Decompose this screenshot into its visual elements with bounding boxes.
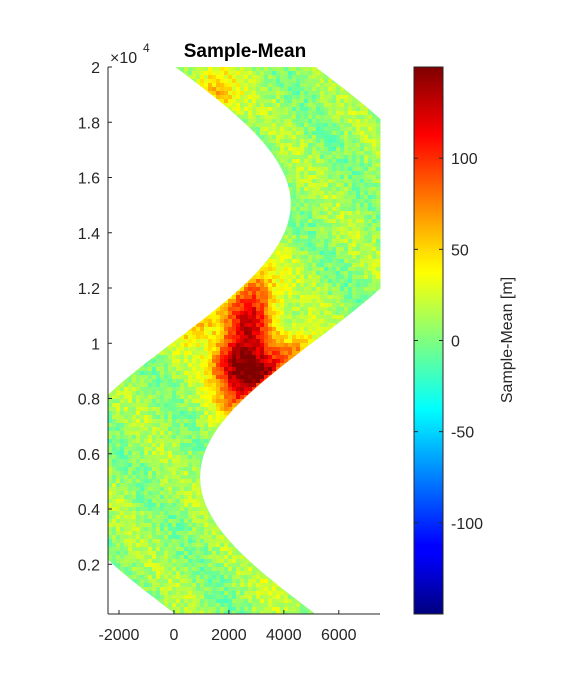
axes: -2000 0 2000 4000 6000 0.2 0.4 0.6 0.8 1 1.2 1.4 1.6… — [78, 60, 380, 644]
colorbar-tick-label: 100 — [451, 151, 478, 168]
x-tick-label: 2000 — [211, 627, 247, 644]
y-tick-label: 1.8 — [78, 115, 100, 132]
colorbar-gradient — [413, 66, 444, 615]
x-tick-label: -2000 — [99, 627, 140, 644]
y-tick-label: 1.6 — [78, 171, 100, 188]
y-tick-label: 0.8 — [78, 392, 100, 409]
y-tick-label: 0.6 — [78, 447, 100, 464]
y-tick-label: 0.2 — [78, 557, 100, 574]
chart-title: Sample-Mean — [184, 41, 306, 62]
y-tick-label: 2 — [91, 60, 100, 77]
x-tick-label: 0 — [169, 627, 178, 644]
y-exponent-label: ×10 4 — [110, 41, 150, 67]
colorbar-tick-label: 50 — [451, 242, 469, 259]
y-exponent-base: ×10 — [110, 50, 137, 67]
colorbar-label: Sample-Mean [m] — [499, 277, 516, 403]
heatmap-layer — [108, 67, 381, 614]
colorbar-tick-label: -50 — [451, 425, 474, 442]
x-tick-label: 4000 — [266, 627, 302, 644]
x-tick-label: 6000 — [321, 627, 357, 644]
colorbar-tick-label: -100 — [451, 516, 483, 533]
plot-area — [108, 67, 381, 614]
y-tick-label: 1.2 — [78, 281, 100, 298]
y-tick-label: 1.4 — [78, 226, 100, 243]
y-exponent-power: 4 — [143, 41, 150, 55]
y-tick-label: 1 — [91, 336, 100, 353]
colorbar-tick-label: 0 — [451, 334, 460, 351]
colorbar: -100 -50 0 50 100 Sample-Mean [m] — [413, 66, 516, 615]
y-tick-label: 0.4 — [78, 502, 100, 519]
colorbar-ticks: -100 -50 0 50 100 — [414, 151, 483, 533]
